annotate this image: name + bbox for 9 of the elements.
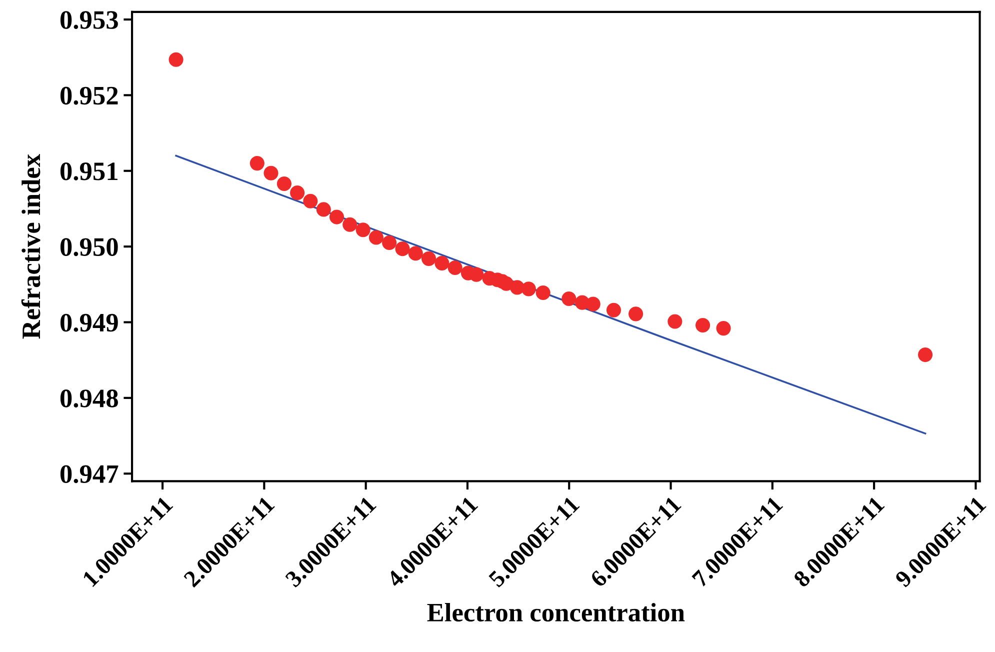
y-tick-label: 0.951 [60, 162, 118, 180]
y-tick-label: 0.950 [60, 238, 118, 256]
y-tick-label: 0.953 [60, 11, 118, 30]
y-axis-title: Refractive index [21, 154, 40, 339]
y-tick-label: 0.949 [60, 314, 118, 332]
y-tick-label: 0.947 [60, 465, 118, 484]
y-tick-label: 0.952 [60, 86, 118, 105]
x-axis-title: Electron concentration [427, 602, 685, 622]
y-tick-label: 0.948 [60, 390, 118, 408]
